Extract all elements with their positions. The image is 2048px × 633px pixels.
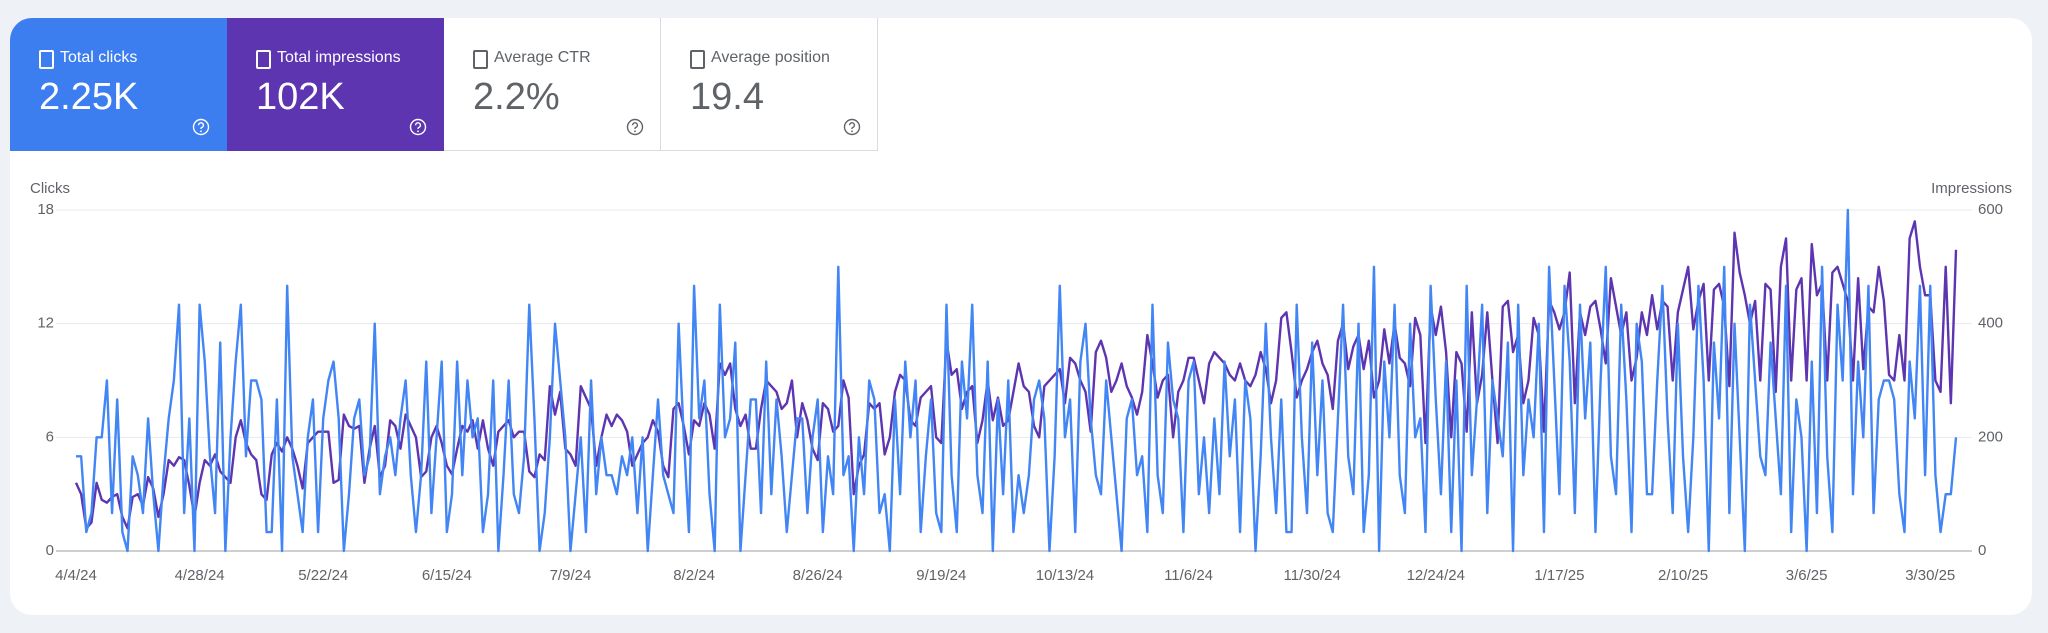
x-tick-label: 5/22/24 xyxy=(298,567,348,584)
x-tick-label: 10/13/24 xyxy=(1036,567,1094,584)
x-tick-label: 2/10/25 xyxy=(1658,567,1708,584)
metric-tile[interactable]: Average CTR 2.2% xyxy=(444,18,661,151)
metric-label: Average CTR xyxy=(494,49,591,66)
checkbox[interactable] xyxy=(256,50,271,69)
metric-label: Average position xyxy=(711,49,830,66)
y-axis-title: Clicks xyxy=(30,180,70,197)
help-icon[interactable] xyxy=(192,118,210,136)
y-tick-label: 18 xyxy=(37,201,54,218)
y-tick-label: 0 xyxy=(46,542,54,559)
metric-value: 19.4 xyxy=(690,76,764,118)
metric-tile[interactable]: Average position 19.4 xyxy=(661,18,878,151)
x-tick-label: 4/28/24 xyxy=(175,567,225,584)
x-tick-label: 9/19/24 xyxy=(916,567,966,584)
y2-tick-label: 600 xyxy=(1978,201,2003,218)
metric-tiles: Total clicks 2.25K Total impressions 102K Av… xyxy=(10,18,878,151)
x-tick-label: 8/2/24 xyxy=(673,567,715,584)
help-icon[interactable] xyxy=(409,118,427,136)
x-tick-label: 3/6/25 xyxy=(1786,567,1828,584)
metric-label: Total impressions xyxy=(277,49,401,66)
x-tick-label: 3/30/25 xyxy=(1905,567,1955,584)
help-icon[interactable] xyxy=(843,118,861,136)
performance-card: Total clicks 2.25K Total impressions 102K Av… xyxy=(10,18,2032,615)
y2-axis-title: Impressions xyxy=(1931,180,2012,197)
y2-tick-label: 0 xyxy=(1978,542,1986,559)
x-tick-label: 4/4/24 xyxy=(55,567,97,584)
checkbox[interactable] xyxy=(39,50,54,69)
metric-value: 2.2% xyxy=(473,76,560,118)
metric-label: Total clicks xyxy=(60,49,138,66)
x-tick-label: 7/9/24 xyxy=(550,567,592,584)
series-line xyxy=(74,220,1958,530)
x-tick-label: 8/26/24 xyxy=(793,567,843,584)
chart: Clicks Impressions 0 6 12 18 0 200 400 600 4/4/2… xyxy=(30,180,2012,584)
metric-value: 2.25K xyxy=(39,76,139,118)
x-tick-label: 6/15/24 xyxy=(422,567,472,584)
checkbox[interactable] xyxy=(473,50,488,69)
help-icon[interactable] xyxy=(626,118,644,136)
checkbox[interactable] xyxy=(690,50,705,69)
x-tick-label: 11/6/24 xyxy=(1164,567,1213,584)
y-tick-label: 12 xyxy=(37,315,54,332)
series-line xyxy=(76,208,1958,553)
x-tick-label: 12/24/24 xyxy=(1407,567,1465,584)
metric-tile[interactable]: Total clicks 2.25K xyxy=(10,18,227,151)
metric-value: 102K xyxy=(256,76,345,118)
y-tick-label: 6 xyxy=(46,428,54,445)
x-tick-label: 1/17/25 xyxy=(1534,567,1584,584)
metric-tile[interactable]: Total impressions 102K xyxy=(227,18,444,151)
x-tick-label: 11/30/24 xyxy=(1284,567,1341,584)
y2-tick-label: 400 xyxy=(1978,315,2003,332)
y2-tick-label: 200 xyxy=(1978,428,2003,445)
